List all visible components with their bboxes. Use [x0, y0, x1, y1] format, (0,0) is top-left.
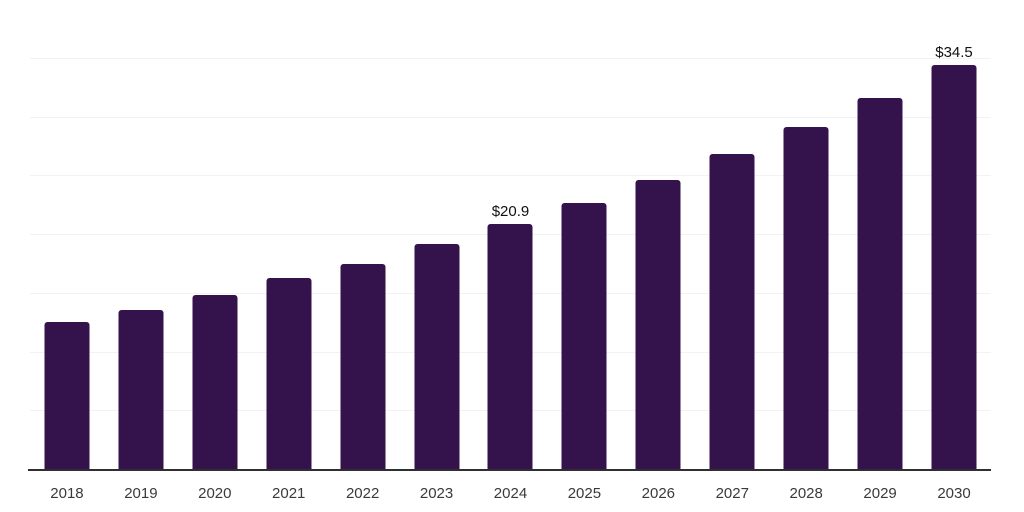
- x-tick-label-2028: 2028: [789, 485, 823, 502]
- bar-2028: [783, 126, 829, 470]
- bar-slot-2028: [769, 0, 843, 470]
- bar-slot-2030: $34.5: [917, 0, 991, 470]
- bar-2019: [118, 310, 164, 470]
- gridline-25: [30, 175, 991, 177]
- x-tick-label-2021: 2021: [272, 485, 306, 502]
- bar-2025: [561, 203, 607, 470]
- bar-slot-2027: [695, 0, 769, 470]
- bar-2024: [487, 224, 533, 470]
- bar-2018: [44, 321, 90, 470]
- gridline-30: [30, 116, 991, 118]
- bar-slot-2026: [621, 0, 695, 470]
- bar-2030: [931, 64, 977, 470]
- bar-2026: [635, 179, 681, 470]
- bar-slot-2023: [400, 0, 474, 470]
- x-tick-label-2025: 2025: [567, 485, 602, 502]
- x-tick-label-2030: 2030: [937, 485, 971, 502]
- bar-2027: [709, 153, 755, 470]
- gridline-35: [30, 57, 991, 59]
- bar-slot-2021: [252, 0, 326, 470]
- bar-2029: [857, 97, 903, 470]
- x-tick-label-2022: 2022: [345, 485, 380, 502]
- bar-2023: [414, 244, 460, 470]
- x-axis-line: [28, 469, 991, 471]
- bar-slot-2029: [843, 0, 917, 470]
- bars: $20.9 $34.5: [30, 0, 991, 470]
- x-tick-label-2018: 2018: [50, 485, 84, 502]
- bar-slot-2019: [104, 0, 178, 470]
- x-axis-labels: 2018 2019 2020 2021 2022 2023 2024 2025 2026 2027…: [30, 485, 991, 502]
- bar-slot-2022: [326, 0, 400, 470]
- bar-value-label-2024: $20.9: [491, 203, 530, 221]
- bar-slot-2018: [30, 0, 104, 470]
- bar-2020: [192, 294, 238, 470]
- bar-2022: [340, 264, 386, 470]
- x-tick-label-2027: 2027: [715, 485, 749, 502]
- plot-area: $20.9 $34.5: [28, 0, 991, 471]
- bar-2021: [266, 278, 312, 470]
- x-tick-label-2024: 2024: [493, 485, 528, 502]
- x-tick-label-2019: 2019: [124, 485, 158, 502]
- x-tick-label-2023: 2023: [419, 485, 454, 502]
- bar-slot-2024: $20.9: [474, 0, 548, 470]
- x-tick-label-2026: 2026: [641, 485, 676, 502]
- bar-value-label-2030: $34.5: [935, 43, 973, 61]
- x-tick-label-2029: 2029: [863, 485, 897, 502]
- x-tick-label-2020: 2020: [198, 485, 232, 502]
- bar-slot-2025: [547, 0, 621, 470]
- bar-slot-2020: [178, 0, 252, 470]
